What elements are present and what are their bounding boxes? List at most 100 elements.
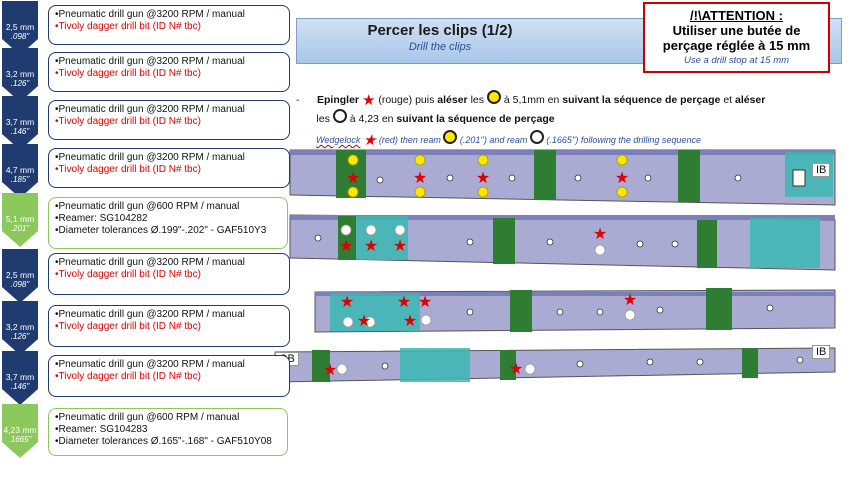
step-size-inch: .201" [10,224,30,233]
svg-text:★: ★ [413,168,427,187]
step-card-7: •Pneumatic drill gun @3200 RPM / manual •… [48,305,290,347]
strip-label-ib-1: IB [812,163,831,177]
step-card-1: •Pneumatic drill gun @3200 RPM / manual •… [48,5,290,45]
page-subtitle: Drill the clips [408,41,472,53]
svg-text:★: ★ [623,290,637,309]
step-card-2: •Pneumatic drill gun @3200 RPM / manual •… [48,52,290,92]
svg-text:★: ★ [323,360,337,379]
step-card-drill-bit: •Tivoly dagger drill bit (ID N# tbc) [55,164,201,175]
step-card-6: •Pneumatic drill gun @3200 RPM / manual •… [48,253,290,295]
step-size-label: 5,1 mm .201" [0,214,40,234]
step-size-inch: .1665" [8,435,32,444]
step-size-inch: .126" [10,79,30,88]
part-strip-1 [289,149,836,206]
svg-text:★: ★ [393,236,407,255]
step-size-label: 3,7 mm .146" [0,117,40,137]
step-size-mm: 2,5 mm [5,22,35,32]
white-hole-icon [332,109,347,123]
step-card-line: •Pneumatic drill gun @3200 RPM / manual [55,152,245,163]
wedgelock-star-icon-en: ★ [362,132,377,149]
step-card-line: •Pneumatic drill gun @600 RPM / manual [55,201,240,212]
step-card-3: •Pneumatic drill gun @3200 RPM / manual •… [48,100,290,140]
step-card-line: •Pneumatic drill gun @3200 RPM / manual [55,9,245,20]
step-arrow-5 [2,193,38,247]
step-size-label: 3,2 mm .126" [0,322,40,342]
step-card-5: •Pneumatic drill gun @600 RPM / manual •R… [48,197,288,249]
step-card-drill-bit: •Tivoly dagger drill bit (ID N# tbc) [55,68,201,79]
svg-text:★: ★ [418,292,432,311]
step-card-drill-bit: •Tivoly dagger drill bit (ID N# tbc) [55,371,201,382]
step-size-mm: 4,23 mm [3,425,37,435]
step-arrow-6 [2,249,38,303]
part-strip-4 [274,347,836,383]
yellow-holes [347,154,628,198]
step-arrow-7 [2,301,38,355]
yellow-hole-icon-en [443,130,458,144]
svg-text:★: ★ [403,311,417,330]
step-arrow-1 [2,1,38,55]
step-card-line: •Diameter tolerances Ø.199"-.202" - GAF5… [55,225,267,236]
instruction-fr: - Epingler ★ (rouge) puis aléser les à 5… [296,90,766,125]
attention-english: Use a drill stop at 15 mm [683,55,790,66]
step-card-line: •Pneumatic drill gun @3200 RPM / manual [55,359,245,370]
step-card-line: •Pneumatic drill gun @3200 RPM / manual [55,56,245,67]
step-size-label: 2,5 mm .098" [0,270,40,290]
step-size-label: 2,5 mm .098" [0,22,40,42]
step-arrow-8 [2,351,38,405]
step-card-drill-bit: •Tivoly dagger drill bit (ID N# tbc) [55,269,201,280]
step-size-label: 4,23 mm .1665" [0,425,40,445]
step-size-inch: .098" [10,280,30,289]
wedgelock-star-icon: ★ [361,92,376,109]
step-arrow-4 [2,144,38,198]
step-card-4: •Pneumatic drill gun @3200 RPM / manual •… [48,148,290,188]
step-size-inch: .146" [10,382,30,391]
step-card-drill-bit: •Tivoly dagger drill bit (ID N# tbc) [55,116,201,127]
step-card-line: •Reamer: SG104282 [55,213,148,224]
part-strip-3 [314,288,836,333]
step-card-line: •Pneumatic drill gun @3200 RPM / manual [55,104,245,115]
step-size-mm: 5,1 mm [5,214,35,224]
attention-box: /!\ATTENTION : Utiliser une butée de per… [643,2,830,73]
step-arrow-9 [2,404,38,458]
svg-text:★: ★ [476,168,490,187]
svg-text:★: ★ [397,292,411,311]
step-card-line: •Diameter tolerances Ø.165"-.168" - GAF5… [55,436,272,447]
step-arrow-2 [2,48,38,102]
step-card-drill-bit: •Tivoly dagger drill bit (ID N# tbc) [55,21,201,32]
step-size-inch: .185" [10,175,30,184]
step-size-mm: 2,5 mm [5,270,35,280]
step-card-drill-bit: •Tivoly dagger drill bit (ID N# tbc) [55,321,201,332]
step-size-mm: 3,2 mm [5,69,35,79]
part-strip-2 [289,214,836,271]
red-stars: ★ ★ ★ ★ ★ ★ ★★ ★ ★ ★ ★ ★ ★ ★ ★ [323,168,637,379]
step-size-mm: 3,7 mm [5,117,35,127]
svg-text:★: ★ [593,224,607,243]
step-card-line: •Pneumatic drill gun @3200 RPM / manual [55,257,245,268]
step-size-inch: .098" [10,32,30,41]
yellow-hole-icon [486,90,501,104]
step-card-8: •Pneumatic drill gun @3200 RPM / manual •… [48,355,290,397]
svg-text:★: ★ [509,359,523,378]
step-card-line: •Reamer: SG104283 [55,424,148,435]
svg-text:★: ★ [339,236,353,255]
step-size-mm: 4,7 mm [5,165,35,175]
white-hole-icon-en [529,130,544,144]
strip-label-ib-2: IB [812,345,831,359]
step-size-inch: .126" [10,332,30,341]
step-card-line: •Pneumatic drill gun @600 RPM / manual [55,412,240,423]
step-size-label: 4,7 mm .185" [0,165,40,185]
step-card-line: •Pneumatic drill gun @3200 RPM / manual [55,309,245,320]
step-arrow-3 [2,96,38,150]
step-size-label: 3,7 mm .146" [0,372,40,392]
instruction-en: Wedgelock ★ (red) then ream (.201'') and… [316,130,701,149]
white-holes [336,224,636,375]
step-size-mm: 3,2 mm [5,322,35,332]
page-title: Percer les clips (1/2) [367,22,513,39]
step-size-mm: 3,7 mm [5,372,35,382]
step-card-9: •Pneumatic drill gun @600 RPM / manual •R… [48,408,288,456]
attention-line-1: Utiliser une butée de [672,23,801,38]
svg-text:★: ★ [340,292,354,311]
attention-title: /!\ATTENTION : [690,8,783,23]
